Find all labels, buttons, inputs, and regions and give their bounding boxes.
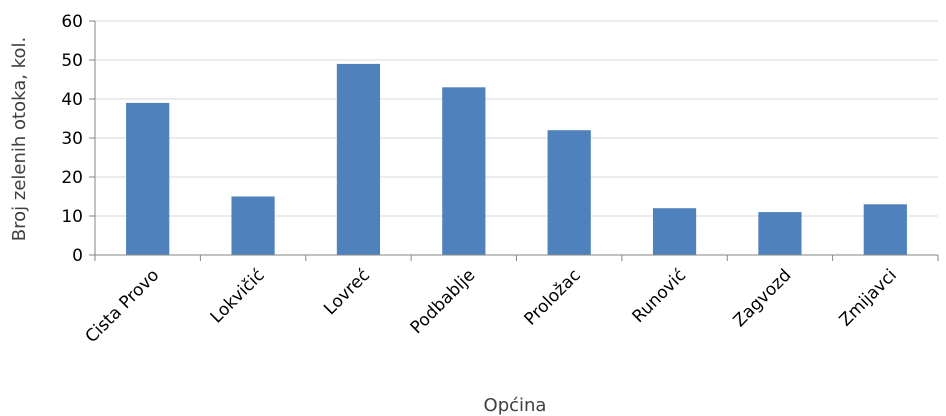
x-tick-label: Cista Provo — [82, 265, 164, 347]
y-tick-label: 10 — [61, 207, 83, 227]
x-tick-label: Proložac — [521, 265, 585, 329]
y-tick-label: 40 — [61, 90, 83, 110]
y-axis-title: Broj zelenih otoka, kol. — [9, 37, 30, 241]
bar — [652, 208, 697, 255]
x-tick-label: Lokvičić — [207, 265, 269, 327]
bar — [336, 63, 381, 256]
y-tick-label: 0 — [72, 246, 83, 266]
y-tick-label: 50 — [61, 51, 83, 71]
x-tick-label: Lovreć — [320, 265, 374, 319]
axes — [89, 20, 939, 261]
y-tick-label: 20 — [61, 168, 83, 188]
x-tick-labels: Cista Provo Lokvičić Lovreć Podbablje Prolož… — [82, 265, 901, 347]
x-tick-label: Zagvozd — [730, 265, 796, 331]
bar — [231, 196, 275, 255]
gridlines — [95, 20, 938, 217]
x-axis-title: Općina — [484, 395, 547, 416]
bar — [758, 212, 802, 255]
bar — [126, 102, 170, 256]
y-tick-label: 30 — [61, 129, 83, 149]
bars — [126, 63, 907, 256]
bar — [547, 130, 591, 255]
x-tick-label: Zmijavci — [836, 265, 901, 330]
bar — [442, 87, 486, 255]
y-tick-labels: 0 10 20 30 40 50 60 — [61, 12, 83, 266]
x-tick-label: Podbablje — [407, 265, 480, 338]
bar — [863, 204, 907, 255]
y-tick-label: 60 — [61, 12, 83, 32]
x-tick-label: Runović — [628, 265, 690, 327]
